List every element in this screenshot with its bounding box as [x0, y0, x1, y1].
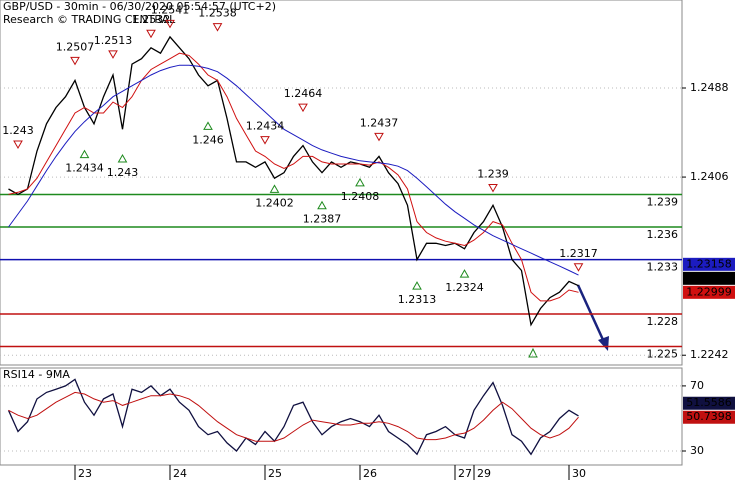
x-tick-label: 25 [268, 467, 282, 480]
value-tag [683, 285, 735, 299]
low-marker [412, 281, 422, 290]
high-label: 1.2464 [284, 87, 323, 100]
high-marker [212, 23, 223, 32]
low-label: 1.2402 [255, 196, 294, 209]
high-marker [108, 50, 118, 59]
chart-title: GBP/USD - 30min - 06/30/2020 05:54:57 (U… [3, 0, 276, 13]
low-marker [528, 347, 538, 358]
y-tick-label: 1.2406 [690, 170, 729, 183]
high-marker [573, 263, 584, 272]
high-label: 1.2434 [246, 120, 285, 133]
high-label: 1.2513 [94, 34, 133, 47]
low-marker [117, 153, 128, 163]
low-marker [79, 149, 90, 159]
value-tag-label: 1.22999 [686, 285, 732, 298]
high-marker [165, 19, 175, 29]
low-marker [355, 177, 365, 187]
low-label: 1.2408 [341, 190, 380, 203]
low-marker [317, 200, 327, 210]
value-tag [683, 396, 735, 410]
low-label: 1.246 [192, 133, 224, 146]
rsi-title: RSI14 - 9MA [3, 368, 70, 381]
high-label: 1.2317 [559, 247, 598, 260]
level-label: 1.228 [647, 315, 679, 328]
series-line [8, 35, 579, 327]
low-label: 1.2387 [303, 213, 342, 226]
series-line [7, 378, 579, 456]
low-label: 1.2313 [398, 293, 437, 306]
value-tag [683, 257, 735, 271]
high-marker [488, 183, 498, 193]
level-label: 1.239 [647, 195, 679, 208]
high-marker [260, 136, 270, 145]
level-label: 1.225 [647, 348, 679, 361]
high-marker [13, 140, 23, 150]
x-tick-label: 26 [363, 467, 377, 480]
value-tag [683, 410, 735, 424]
x-tick-label: 23 [78, 467, 92, 480]
y-tick-label: 70 [690, 379, 704, 392]
x-tick-label: 30 [572, 467, 586, 480]
series-line [8, 52, 579, 302]
level-label: 1.233 [647, 261, 679, 274]
level-label: 1.236 [647, 228, 679, 241]
high-marker [374, 132, 384, 142]
series-line [8, 64, 579, 276]
value-tag [683, 271, 735, 285]
high-label: 1.2541 [151, 3, 190, 16]
x-tick-label: 24 [173, 467, 187, 480]
high-marker [146, 29, 156, 39]
price-panel [0, 0, 683, 366]
low-marker [269, 184, 280, 193]
value-tag-label: 1.2306 [690, 271, 729, 284]
high-marker [298, 103, 308, 113]
value-tag-label: 50.7398 [686, 410, 732, 423]
low-label: 1.2434 [65, 162, 104, 175]
high-label: 1.2538 [198, 7, 237, 20]
chart-subtitle: Research © TRADING CENTRAL [3, 13, 176, 26]
low-label: 1.2324 [445, 281, 484, 294]
low-marker [459, 269, 470, 278]
low-marker [203, 121, 213, 130]
x-tick-label: 29 [477, 467, 491, 480]
y-tick-label: 30 [690, 444, 704, 457]
rsi-panel [0, 367, 683, 466]
y-tick-label: 1.2242 [690, 348, 729, 361]
high-label: 1.243 [2, 124, 34, 137]
high-marker [70, 56, 80, 66]
value-tag-label: 1.23158 [686, 257, 732, 270]
series-line [8, 391, 579, 442]
high-label: 1.2507 [56, 40, 95, 53]
low-label: 1.243 [107, 166, 139, 179]
high-label: 1.239 [477, 167, 509, 180]
high-label: 1.2437 [360, 116, 399, 129]
x-tick-label: 27 [458, 467, 472, 480]
high-label: 1.2532 [132, 13, 171, 26]
value-tag-label: 51.5586 [686, 396, 732, 409]
y-tick-label: 1.2488 [690, 81, 729, 94]
